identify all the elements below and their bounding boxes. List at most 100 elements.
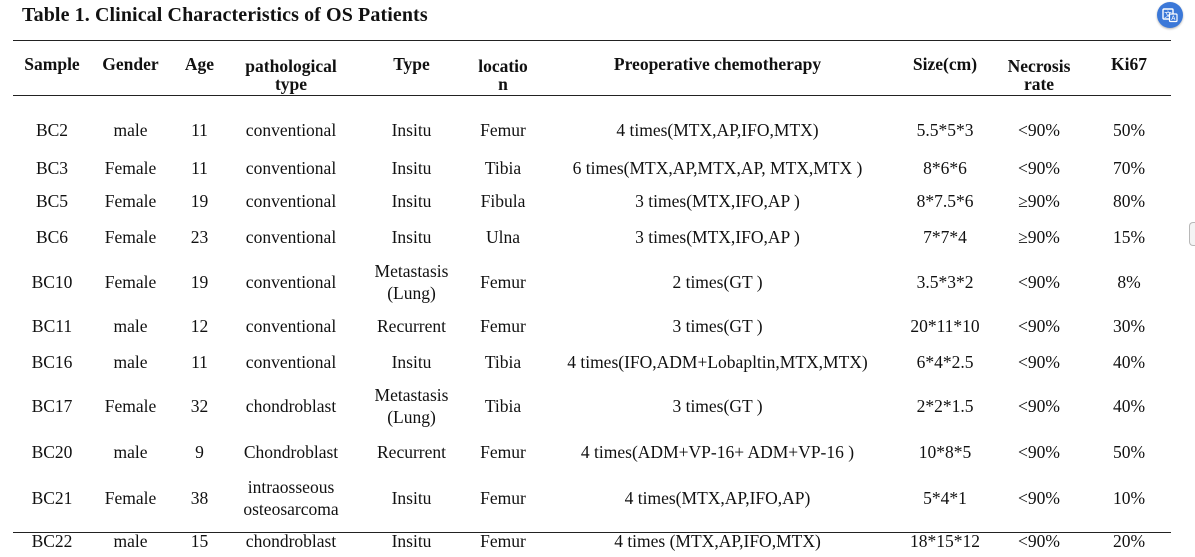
cell-text: Femur: [480, 488, 526, 508]
table-cell: 12: [170, 307, 229, 345]
table-cell: conventional: [229, 257, 353, 307]
cell-text: 10%: [1112, 488, 1146, 508]
cell-text: 8%: [1117, 272, 1141, 292]
cell-text: 18*15*12: [910, 531, 980, 551]
cell-text: (Lung): [387, 407, 436, 427]
table-cell: 40%: [1087, 379, 1171, 433]
table-cell: 18*15*12: [899, 525, 991, 557]
table-cell: BC5: [13, 185, 91, 217]
table-cell: 9: [170, 433, 229, 471]
cell-text: Insitu: [391, 227, 432, 247]
cell-text: 19: [190, 272, 209, 292]
cell-text: 50%: [1112, 442, 1146, 462]
cell-text: 2 times(GT ): [672, 272, 763, 292]
table-cell: Female: [91, 379, 170, 433]
header-rule: [13, 95, 1171, 96]
cell-text: 10*8*5: [918, 442, 972, 462]
table-cell: male: [91, 307, 170, 345]
table-cell: 4 times (MTX,AP,IFO,MTX): [536, 525, 899, 557]
table-cell: BC22: [13, 525, 91, 557]
cell-text: 4 times(IFO,ADM+Lobapltin,MTX,MTX): [567, 352, 868, 372]
cell-text: 11: [191, 158, 208, 178]
table-cell: Insitu: [353, 109, 470, 151]
translate-icon: 文 A: [1162, 8, 1178, 22]
cell-text: 8*6*6: [923, 158, 967, 178]
table-cell: conventional: [229, 109, 353, 151]
cell-text: Female: [104, 272, 157, 292]
table-title: Table 1. Clinical Characteristics of OS …: [22, 4, 428, 26]
table-row: BC10 Female 19 conventional Metastasis (Lung)…: [13, 257, 1171, 307]
cell-text: Insitu: [391, 158, 432, 178]
table-cell: male: [91, 433, 170, 471]
cell-text: BC5: [35, 191, 69, 211]
table-cell: Femur: [470, 471, 536, 525]
cell-text: 30%: [1112, 316, 1146, 336]
table-cell: Femur: [470, 433, 536, 471]
table-cell: 23: [170, 217, 229, 257]
table-cell: 32: [170, 379, 229, 433]
column-header-text: Sample: [24, 54, 80, 74]
column-header: Type: [353, 41, 470, 109]
cell-text: <90%: [1018, 352, 1060, 372]
table-cell: male: [91, 525, 170, 557]
table-cell: Female: [91, 471, 170, 525]
header-row: Sample Gender Age pathological type Type locat…: [13, 41, 1171, 109]
cell-text: 3 times(GT ): [672, 316, 763, 336]
table-cell: Insitu: [353, 345, 470, 379]
table-cell: conventional: [229, 151, 353, 185]
cell-text: Insitu: [391, 488, 432, 508]
cell-text: Tibia: [484, 352, 522, 372]
cell-text: Insitu: [391, 120, 432, 140]
table-cell: 6 times(MTX,AP,MTX,AP, MTX,MTX ): [536, 151, 899, 185]
table-cell: Insitu: [353, 185, 470, 217]
cell-text: 32: [190, 396, 209, 416]
cell-text: osteosarcoma: [243, 499, 339, 519]
svg-text:文: 文: [1164, 9, 1172, 19]
table-cell: Femur: [470, 307, 536, 345]
cell-text: Femur: [480, 120, 526, 140]
cell-text: 11: [191, 120, 208, 140]
table-cell: 3 times(MTX,IFO,AP ): [536, 185, 899, 217]
column-header-text: Ki67: [1111, 54, 1147, 74]
table-cell: 4 times(ADM+VP-16+ ADM+VP-16 ): [536, 433, 899, 471]
translate-button[interactable]: 文 A: [1157, 2, 1183, 28]
cell-text: Ulna: [485, 227, 521, 247]
cell-text: <90%: [1018, 120, 1060, 140]
table-cell: Insitu: [353, 471, 470, 525]
table-cell: 20*11*10: [899, 307, 991, 345]
cell-text: male: [113, 442, 148, 462]
cell-text: Femur: [480, 442, 526, 462]
cell-text: 4 times (MTX,AP,IFO,MTX): [614, 531, 821, 551]
cell-text: Tibia: [484, 396, 522, 416]
cell-text: 6 times(MTX,AP,MTX,AP, MTX,MTX ): [572, 158, 863, 178]
cell-text: Femur: [480, 316, 526, 336]
table-cell: Metastasis (Lung): [353, 379, 470, 433]
table-cell: 2*2*1.5: [899, 379, 991, 433]
table-cell: BC11: [13, 307, 91, 345]
table-cell: conventional: [229, 307, 353, 345]
table-cell: <90%: [991, 379, 1087, 433]
table-cell: BC20: [13, 433, 91, 471]
table-cell: chondroblast: [229, 379, 353, 433]
cell-text: <90%: [1018, 531, 1060, 551]
cell-text: Metastasis: [374, 261, 449, 281]
table-cell: 10*8*5: [899, 433, 991, 471]
cell-text: BC22: [31, 531, 73, 551]
table-cell: 8%: [1087, 257, 1171, 307]
column-header: Sample: [13, 41, 91, 109]
table-cell: 38: [170, 471, 229, 525]
table-cell: 11: [170, 109, 229, 151]
table-cell: conventional: [229, 185, 353, 217]
table-cell: ≥90%: [991, 217, 1087, 257]
table-cell: <90%: [991, 151, 1087, 185]
table-row: BC22 male 15 chondroblast Insitu Femur 4 times…: [13, 525, 1171, 557]
cell-text: Female: [104, 396, 157, 416]
cell-text: 15%: [1112, 227, 1146, 247]
cell-text: Femur: [480, 531, 526, 551]
table-cell: BC6: [13, 217, 91, 257]
table-cell: 70%: [1087, 151, 1171, 185]
table-cell: <90%: [991, 109, 1087, 151]
cell-text: 40%: [1112, 352, 1146, 372]
cell-text: 19: [190, 191, 209, 211]
side-panel-handle[interactable]: [1189, 222, 1195, 246]
